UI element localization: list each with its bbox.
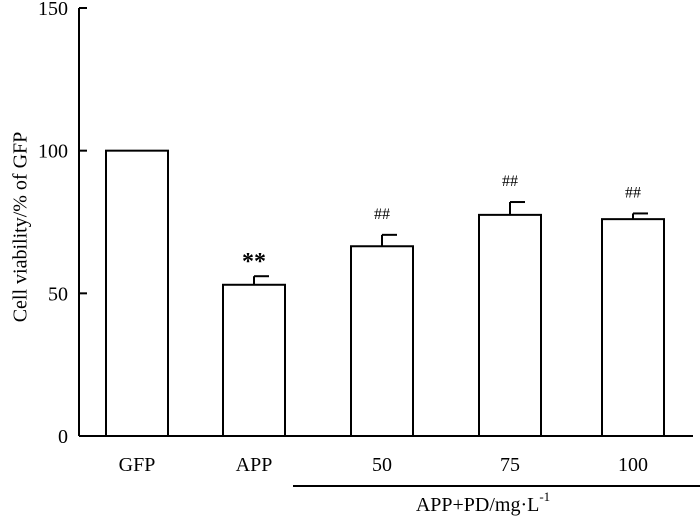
bar — [601, 218, 665, 437]
y-tick-label: 0 — [58, 426, 68, 448]
significance-mark: ## — [374, 206, 390, 223]
group-label-superscript: -1 — [539, 489, 550, 504]
bars — [105, 149, 665, 438]
y-tick-label: 100 — [38, 141, 68, 163]
category-label: 75 — [500, 454, 520, 476]
y-ticks: 0 50 100 150 — [38, 0, 87, 448]
bar — [222, 283, 286, 438]
y-axis-title: Cell viability/% of GFP — [10, 132, 32, 323]
category-label: 100 — [618, 454, 648, 476]
category-labels: GFP APP 50 75 100 — [119, 454, 648, 476]
error-bars — [253, 201, 648, 285]
significance-mark: ** — [242, 249, 266, 275]
y-tick-label: 150 — [38, 0, 68, 20]
category-label: GFP — [119, 454, 156, 476]
group-label: APP+PD/mg·L-1 — [416, 489, 550, 516]
significance-mark: ## — [502, 173, 518, 190]
y-tick-label: 50 — [48, 283, 68, 305]
bar — [478, 213, 542, 437]
bar — [105, 149, 169, 438]
significance-mark: ## — [625, 184, 641, 201]
group-label-text: APP+PD/mg·L — [416, 494, 540, 516]
bar — [350, 245, 414, 437]
category-label: 50 — [372, 454, 392, 476]
significance-annotations: ** ## ## ## — [242, 173, 641, 275]
category-label: APP — [236, 454, 273, 476]
